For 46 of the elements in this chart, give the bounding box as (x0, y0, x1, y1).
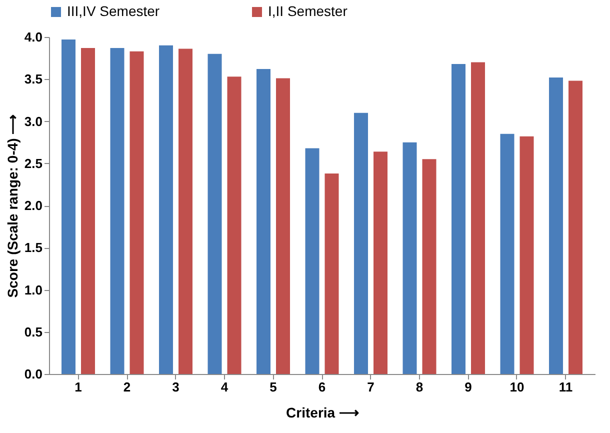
x-axis-title: Criteria ⟶ (286, 404, 359, 420)
bar (208, 54, 222, 374)
bar (81, 48, 95, 374)
x-tick-label: 9 (464, 380, 472, 394)
bar (520, 136, 534, 374)
x-tick-label: 3 (172, 380, 180, 394)
bar (568, 80, 582, 374)
y-tick-label: 2.0 (24, 198, 42, 213)
x-tick-label: 1 (74, 380, 82, 394)
y-axis-title: Score (Scale range: 0-4) ⟶ (4, 114, 20, 298)
x-tick-label: 6 (318, 380, 326, 394)
bar (500, 134, 514, 374)
bar (305, 148, 320, 374)
bar (402, 142, 417, 374)
x-tick-label: 5 (270, 380, 277, 394)
bar (130, 51, 144, 374)
legend-label: III,IV Semester (67, 3, 160, 19)
y-tick-label: 1.5 (24, 240, 42, 256)
bar (354, 112, 368, 374)
y-tick-label: 0.5 (24, 324, 42, 340)
bar (276, 78, 290, 374)
x-tick-label: 2 (123, 380, 131, 394)
bar (256, 69, 270, 374)
bar (374, 152, 388, 374)
x-tick-label: 8 (416, 380, 424, 394)
bar (62, 40, 76, 374)
bar (324, 173, 339, 374)
y-tick-label: 1.0 (24, 282, 42, 298)
x-tick-label: 10 (510, 380, 524, 394)
y-tick-label: 4.0 (24, 30, 42, 44)
x-tick-label: 4 (220, 380, 229, 394)
x-tick-label: 11 (558, 380, 573, 394)
bar (452, 64, 466, 374)
legend-label: I,II Semester (268, 3, 348, 19)
bar (471, 62, 485, 374)
y-tick-label: 3.0 (24, 114, 42, 129)
x-tick-label: 7 (367, 380, 374, 394)
y-tick-label: 3.5 (24, 72, 42, 87)
bar (422, 159, 436, 374)
bar (227, 76, 242, 374)
y-tick-label: 0.0 (24, 366, 42, 382)
bar (549, 77, 563, 374)
bar (110, 48, 124, 374)
bar (159, 45, 173, 374)
y-tick-label: 2.5 (24, 156, 42, 171)
bar (178, 48, 192, 374)
